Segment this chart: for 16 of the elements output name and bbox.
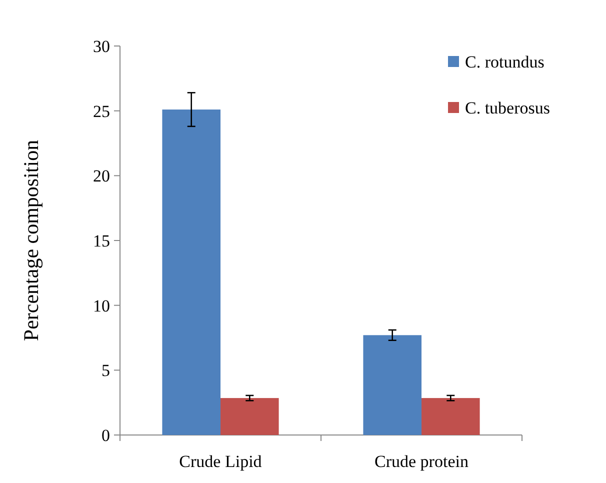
bar xyxy=(220,398,279,435)
y-tick-label: 30 xyxy=(93,36,110,56)
legend-label: C. tuberosus xyxy=(465,98,550,118)
y-tick-label: 25 xyxy=(93,102,110,121)
y-tick-label: 15 xyxy=(93,231,110,250)
y-tick-label: 10 xyxy=(93,296,110,316)
bar xyxy=(162,110,220,435)
bar xyxy=(422,398,480,435)
legend-label: C. rotundus xyxy=(465,52,544,72)
x-tick-label: Crude protein xyxy=(374,452,469,471)
y-tick-label: 0 xyxy=(102,426,110,445)
bar xyxy=(363,335,422,435)
y-tick-label: 20 xyxy=(93,166,110,186)
x-tick-label: Crude Lipid xyxy=(179,452,262,471)
y-axis-title: Percentage composition xyxy=(19,139,43,342)
y-tick-label: 5 xyxy=(102,361,110,380)
